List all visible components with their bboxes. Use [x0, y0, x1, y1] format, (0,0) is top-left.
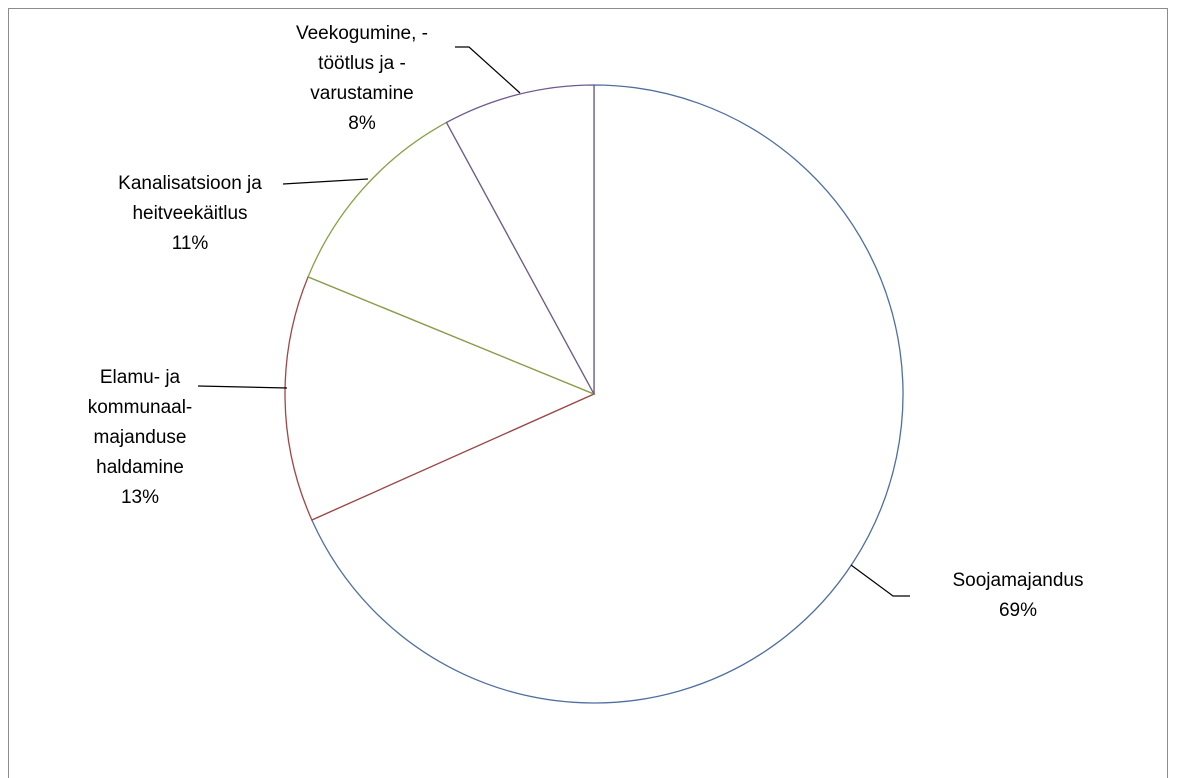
slice-label-veekogumine-1: töötlus ja -	[318, 53, 406, 74]
slice-percent-elamu-ja: 13%	[121, 487, 159, 508]
leader-line-elamu-ja	[197, 385, 288, 389]
leader-line-kanalisatsioon-ja	[282, 178, 369, 185]
leader-line-soojamajandus	[850, 564, 910, 597]
slice-label-veekogumine-0: Veekogumine, -	[296, 23, 428, 44]
slice-percent-soojamajandus: 69%	[999, 600, 1037, 621]
slice-label-elamu-ja-0: Elamu- ja	[100, 367, 181, 388]
slice-label-soojamajandus-0: Soojamajandus	[953, 570, 1084, 591]
pie-slice-veekogumine	[445, 84, 595, 395]
slice-label-elamu-ja-1: kommunaal-	[88, 397, 193, 418]
leader-line-veekogumine	[455, 46, 521, 94]
slice-label-elamu-ja-2: majanduse	[94, 427, 187, 448]
slice-label-kanalisatsioon-ja-0: Kanalisatsioon ja	[118, 173, 262, 194]
slice-percent-kanalisatsioon-ja: 11%	[172, 233, 209, 254]
slice-label-kanalisatsioon-ja-1: heitveekäitlus	[132, 203, 247, 224]
pie-slice-elamu-ja	[284, 276, 596, 521]
slice-label-veekogumine-2: varustamine	[310, 83, 414, 104]
slice-percent-veekogumine: 8%	[348, 113, 376, 134]
pie-slice-kanalisatsioon-ja	[307, 121, 596, 396]
pie-slice-soojamajandus	[310, 84, 904, 704]
slice-label-elamu-ja-3: haldamine	[96, 457, 184, 478]
